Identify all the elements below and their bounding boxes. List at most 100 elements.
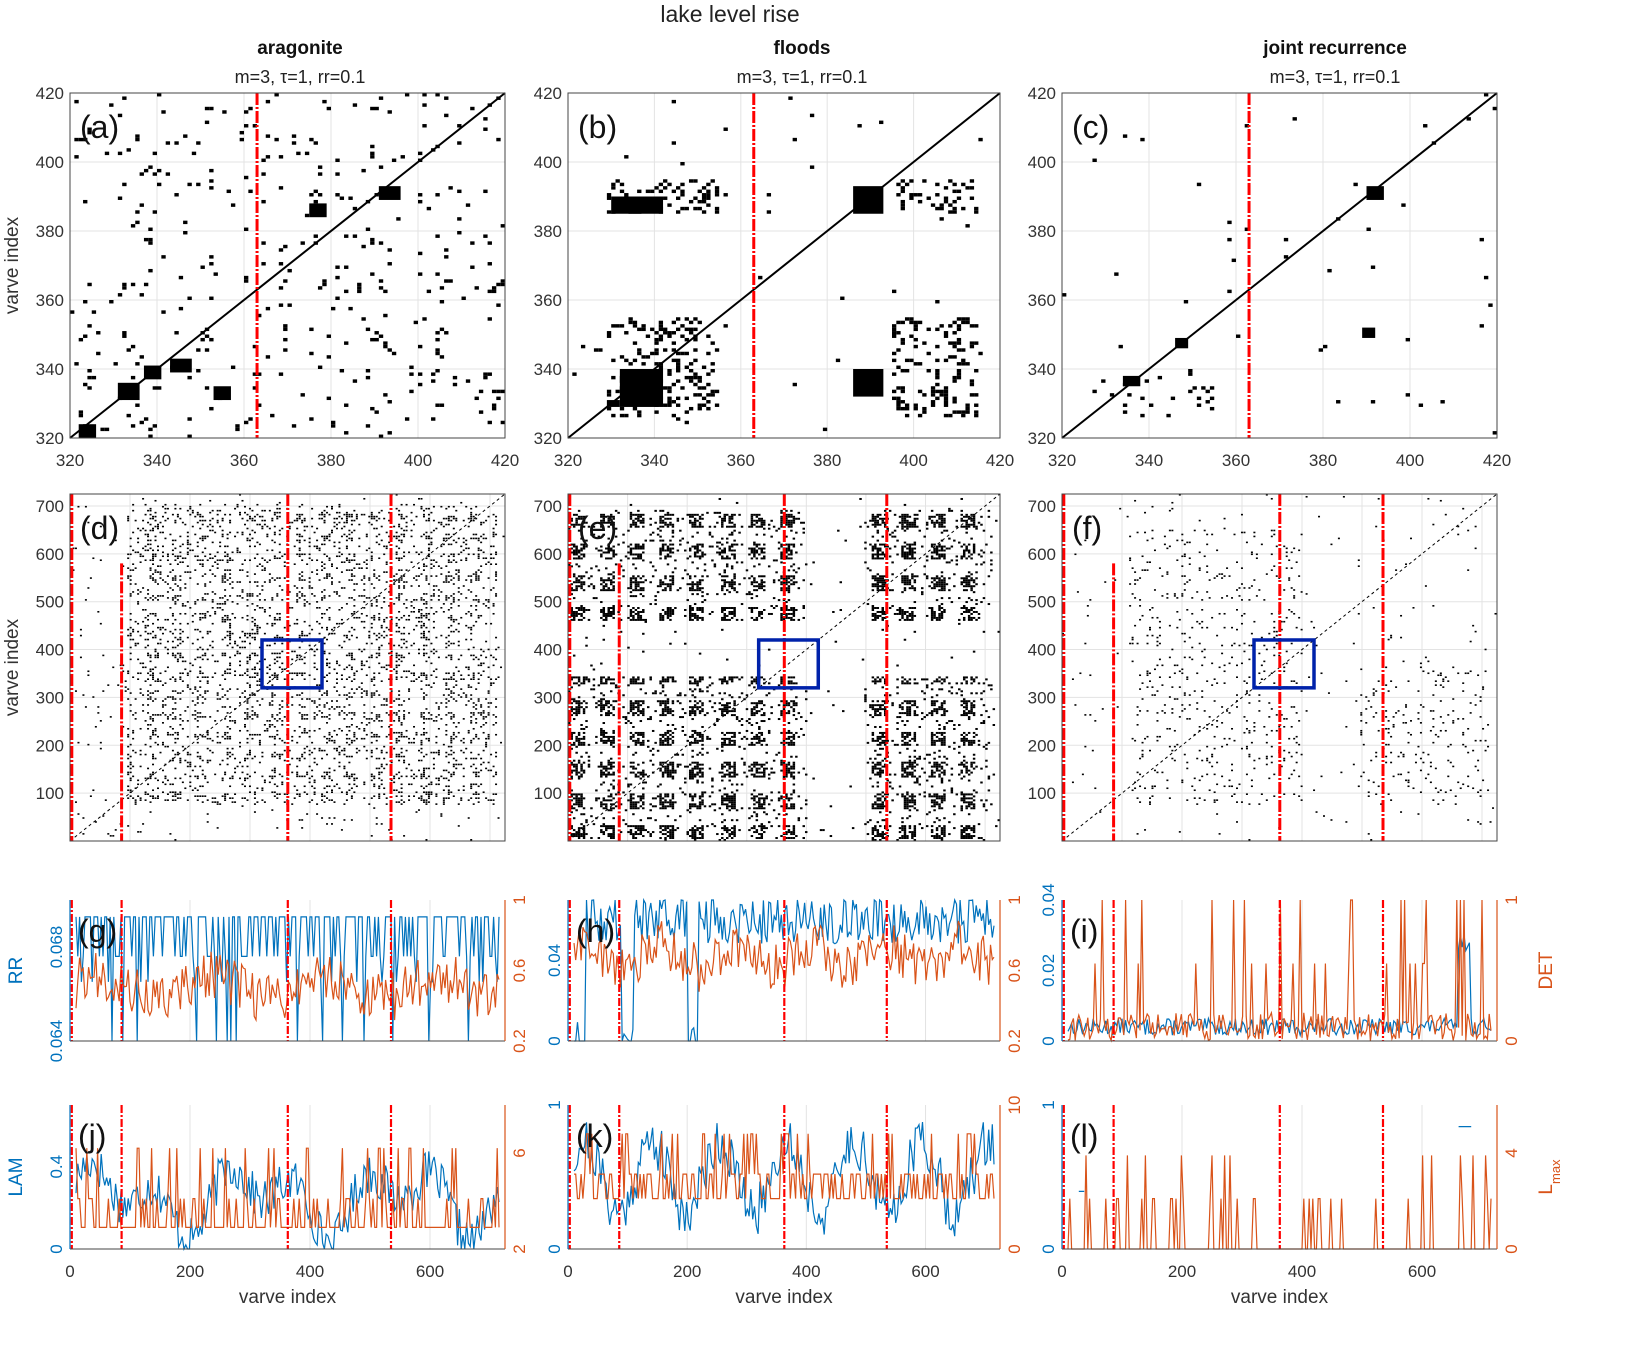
- recurrence-point: [965, 317, 970, 321]
- recurrence-point: [422, 716, 425, 718]
- recurrence-point: [467, 668, 470, 671]
- recurrence-point: [427, 583, 430, 585]
- recurrence-point: [303, 553, 306, 556]
- recurrence-point: [395, 616, 398, 619]
- recurrence-point: [1488, 303, 1493, 307]
- recurrence-point: [326, 791, 329, 794]
- recurrence-point: [248, 417, 253, 421]
- recurrence-point: [390, 618, 393, 621]
- x-tick-label: 360: [1222, 451, 1250, 470]
- recurrence-point: [403, 638, 406, 641]
- recurrence-point: [252, 386, 258, 390]
- recurrence-point: [952, 189, 957, 194]
- recurrence-point: [580, 801, 583, 804]
- recurrence-point: [922, 410, 927, 414]
- recurrence-point: [570, 833, 573, 836]
- recurrence-point: [624, 331, 629, 335]
- recurrence-point: [432, 593, 435, 595]
- recurrence-point: [328, 731, 331, 734]
- recurrence-point: [251, 537, 254, 540]
- recurrence-point: [211, 529, 214, 532]
- recurrence-point: [714, 193, 720, 197]
- recurrence-point: [74, 801, 77, 803]
- recurrence-point: [478, 410, 484, 414]
- recurrence-point: [183, 231, 188, 235]
- recurrence-point: [224, 773, 227, 776]
- recurrence-point: [127, 771, 130, 774]
- recurrence-point: [194, 515, 197, 518]
- recurrence-point: [353, 672, 356, 675]
- recurrence-point: [268, 724, 271, 726]
- recurrence-point: [348, 664, 351, 667]
- recurrence-point: [204, 614, 207, 617]
- recurrence-point: [171, 646, 174, 649]
- recurrence-point: [582, 610, 586, 613]
- recurrence-point: [425, 565, 428, 567]
- recurrence-point: [226, 735, 229, 738]
- recurrence-point: [387, 348, 392, 352]
- recurrence-point: [427, 739, 430, 742]
- recurrence-point: [388, 829, 391, 831]
- recurrence-point: [221, 517, 224, 520]
- recurrence-point: [179, 545, 182, 548]
- recurrence-point: [331, 563, 333, 565]
- recurrence-point: [186, 672, 189, 675]
- recurrence-point: [570, 835, 573, 838]
- recurrence-point: [244, 785, 246, 788]
- recurrence-point: [467, 700, 470, 702]
- recurrence-point: [676, 327, 681, 332]
- recurrence-point: [303, 519, 306, 522]
- recurrence-point: [350, 712, 353, 714]
- recurrence-point: [572, 551, 576, 554]
- recurrence-point: [149, 567, 152, 569]
- recurrence-point: [191, 549, 194, 552]
- recurrence-point: [206, 658, 209, 661]
- recurrence-point: [291, 735, 294, 738]
- recurrence-point: [467, 626, 470, 629]
- recurrence-point: [930, 393, 936, 397]
- recurrence-point: [697, 403, 702, 407]
- recurrence-point: [338, 745, 341, 748]
- recurrence-point: [239, 646, 242, 649]
- recurrence-point: [273, 751, 276, 754]
- recurrence-point: [127, 670, 130, 673]
- recurrence-point: [152, 553, 155, 556]
- recurrence-point: [244, 559, 246, 562]
- recurrence-point: [229, 777, 232, 780]
- recurrence-point: [196, 795, 199, 797]
- recurrence-point: [1183, 300, 1189, 304]
- recurrence-point: [701, 403, 707, 407]
- recurrence-point: [322, 282, 327, 287]
- recurrence-point: [273, 636, 276, 639]
- recurrence-point: [328, 539, 331, 542]
- recurrence-point: [326, 716, 329, 718]
- recurrence-point: [211, 541, 214, 544]
- recurrence-point: [470, 626, 473, 629]
- recurrence-point: [969, 186, 975, 190]
- recurrence-point: [204, 334, 210, 338]
- recurrence-point: [432, 648, 435, 651]
- recurrence-point: [157, 779, 159, 782]
- recurrence-point: [122, 182, 127, 187]
- recurrence-point: [199, 646, 202, 649]
- recurrence-point: [378, 757, 381, 760]
- recurrence-point: [152, 714, 155, 716]
- recurrence-point: [201, 801, 204, 803]
- recurrence-point: [400, 775, 403, 778]
- recurrence-point: [271, 577, 274, 579]
- recurrence-point: [447, 555, 450, 558]
- recurrence-point: [355, 751, 358, 754]
- recurrence-point: [577, 793, 581, 796]
- recurrence-point: [340, 729, 343, 732]
- recurrence-point: [395, 789, 398, 792]
- recurrence-point: [455, 767, 458, 770]
- recurrence-point: [445, 733, 448, 736]
- recurrence-point: [204, 654, 207, 657]
- recurrence-point: [323, 515, 326, 518]
- recurrence-point: [939, 206, 944, 211]
- recurrence-point: [472, 757, 475, 760]
- recurrence-point: [478, 389, 484, 394]
- recurrence-point: [87, 130, 92, 135]
- recurrence-point: [226, 751, 229, 754]
- recurrence-point: [496, 137, 501, 142]
